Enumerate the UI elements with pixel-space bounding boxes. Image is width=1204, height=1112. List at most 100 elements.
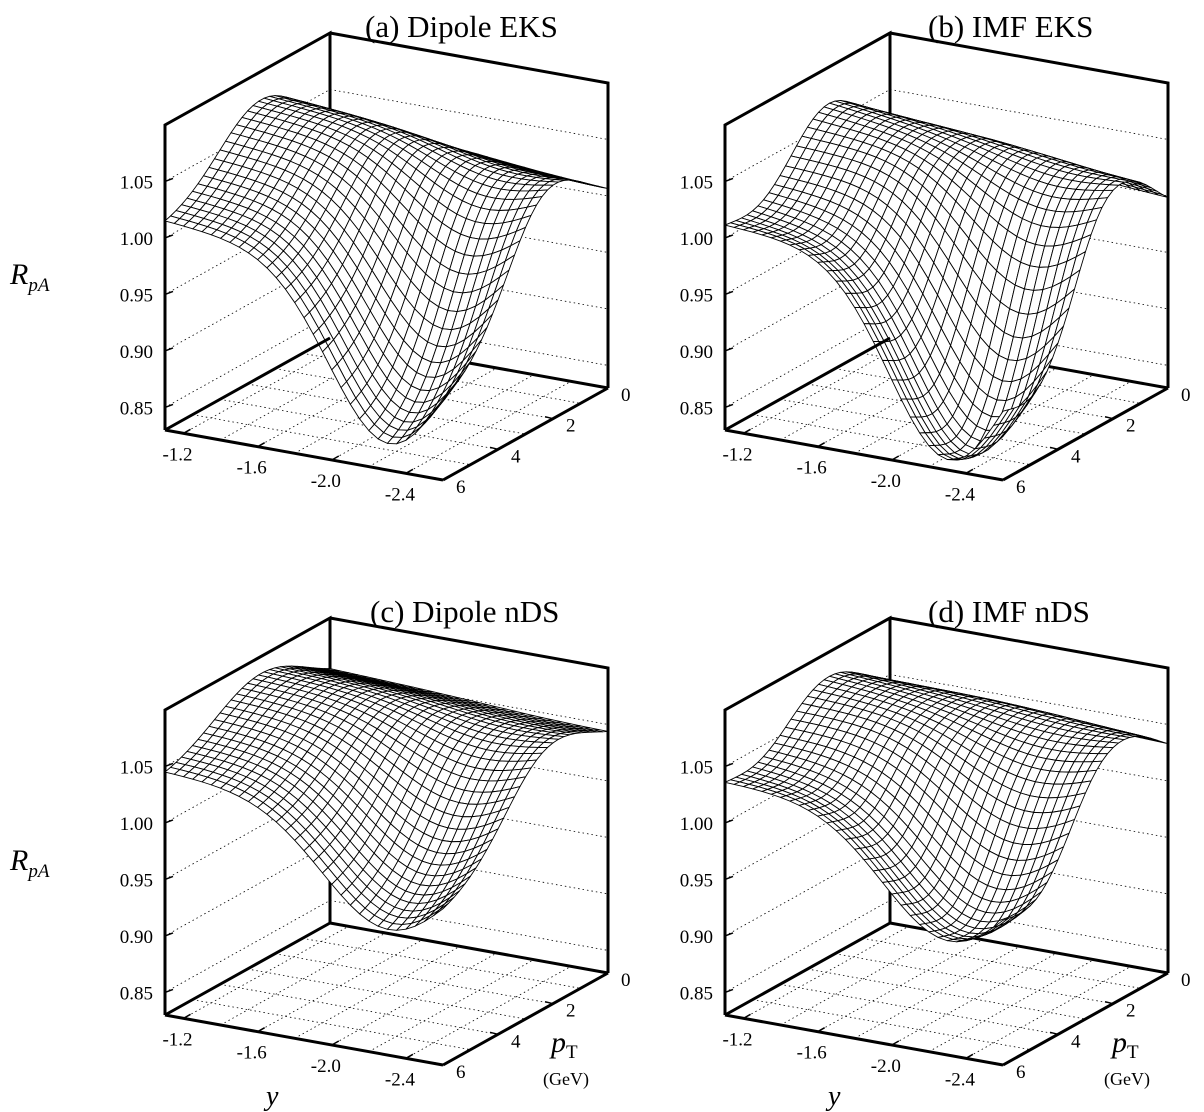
gridline: [862, 352, 1141, 404]
ztick-mark: [724, 290, 734, 296]
ztick-label: 0.85: [680, 398, 713, 419]
gridline: [257, 939, 423, 1033]
xtick-label: -1.2: [722, 1029, 752, 1050]
surface-cell: [993, 917, 1009, 928]
surface-cell: [993, 409, 1009, 426]
ztick-label: 1.05: [680, 757, 713, 778]
ytick-label: 4: [1071, 446, 1081, 467]
xtick-label: -1.6: [797, 458, 827, 479]
xtick-mark: [405, 1053, 414, 1059]
gridline: [405, 965, 572, 1059]
gridline: [247, 383, 526, 435]
frame-back-right: [889, 31, 1170, 388]
ytick-mark: [544, 415, 554, 420]
ytick-label: 4: [511, 446, 521, 467]
xtick-mark: [965, 1053, 974, 1059]
ztick-mark: [724, 234, 734, 239]
xtick-label: -1.6: [237, 1043, 267, 1064]
ztick-mark: [724, 819, 734, 824]
ztick-mark: [724, 932, 734, 937]
yaxis-label-left: pT (GeV): [543, 1026, 589, 1090]
chart-panel: 0.85 0.90 0.95 1.00 1.05 -1.2 -1.6 -2.0 -2.4 0 2 4 6: [680, 30, 1191, 505]
gridline: [331, 952, 497, 1046]
xtick-label: -2.0: [311, 471, 341, 492]
ztick-mark: [724, 988, 734, 994]
ytick-label: 4: [511, 1031, 521, 1052]
gridline: [752, 999, 1031, 1051]
ztick-label: 0.90: [120, 927, 153, 948]
ztick-label: 0.85: [120, 983, 153, 1004]
ytick-label: 6: [456, 477, 466, 498]
xtick-mark: [183, 428, 191, 434]
svg-text:pT: pT: [1110, 1026, 1139, 1063]
ztick-mark: [724, 403, 734, 409]
svg-text:(GeV): (GeV): [543, 1069, 589, 1090]
zaxis-label-sub: pA: [26, 275, 50, 296]
ytick-mark: [434, 477, 444, 481]
ztick-mark: [164, 403, 174, 409]
gridline: [780, 932, 946, 1026]
gridline: [965, 965, 1132, 1059]
ytick-mark: [1159, 385, 1169, 389]
ztick-mark: [164, 819, 174, 824]
frame-back-right: [329, 31, 610, 388]
svg-text:RpA: RpA: [9, 844, 50, 882]
svg-text:pT: pT: [549, 1026, 578, 1063]
gridline: [220, 932, 386, 1026]
ztick-label: 1.00: [680, 229, 713, 250]
frame-floor-back: [329, 921, 609, 975]
xtick-label: -2.4: [385, 1069, 416, 1090]
chart-panel: 0.85 0.90 0.95 1.00 1.05 -1.2 -1.6 -2.0 -2.4 0 2 4 6: [120, 30, 631, 505]
ztick-label: 1.00: [120, 814, 153, 835]
ztick-mark: [164, 177, 174, 183]
ztick-mark: [164, 762, 174, 768]
ytick-mark: [994, 1062, 1004, 1066]
xtick-label: -2.0: [311, 1056, 341, 1077]
panels: 0.85 0.90 0.95 1.00 1.05 -1.2 -1.6 -2.0 -2.4 0 2 4 6…: [120, 9, 1191, 1090]
chart-panel: 0.85 0.90 0.95 1.00 1.05 -1.2 -1.6 -2.0 -2.4 0 2 4 6: [120, 615, 631, 1090]
gridline: [779, 398, 1059, 450]
surface-mesh: [164, 665, 609, 931]
ytick-mark: [1049, 446, 1059, 451]
gridline: [302, 937, 581, 989]
gridline: [779, 983, 1059, 1035]
ytick-mark: [544, 1000, 554, 1005]
zaxis-label-top: RpA: [9, 258, 50, 296]
frame-back-right: [329, 616, 610, 973]
ytick-label: 2: [566, 416, 576, 437]
surface-cell: [433, 392, 449, 413]
frame-floor-front: [164, 428, 444, 482]
xtick-mark: [743, 1013, 751, 1019]
gridline: [247, 968, 526, 1020]
gridline: [192, 999, 471, 1051]
ztick-mark: [724, 177, 734, 183]
ytick-mark: [489, 1031, 499, 1036]
ytick-label: 6: [1016, 1062, 1026, 1083]
gridline: [274, 368, 554, 420]
ztick-label: 0.85: [680, 983, 713, 1004]
panel-title: (d) IMF nDS: [928, 594, 1090, 629]
ztick-label: 0.95: [680, 870, 713, 891]
xtick-label: -2.4: [385, 484, 416, 505]
ztick-mark: [164, 347, 174, 352]
gridline: [752, 414, 1031, 466]
surface-cell: [433, 902, 449, 916]
ytick-label: 2: [1126, 416, 1136, 437]
surface-mesh: [724, 671, 1169, 943]
chart-panel: 0.85 0.90 0.95 1.00 1.05 -1.2 -1.6 -2.0 -2.4 0 2 4 6: [680, 615, 1191, 1090]
ztick-label: 1.00: [680, 814, 713, 835]
frame-floor-left: [164, 921, 331, 1017]
ytick-mark: [994, 477, 1004, 481]
ytick-mark: [1049, 1031, 1059, 1036]
gridline: [862, 937, 1141, 989]
frame-floor-front: [164, 1013, 444, 1067]
zaxis-label-main: R: [9, 258, 28, 291]
xtick-label: -1.6: [237, 458, 267, 479]
xtick-label: -1.2: [162, 1029, 192, 1050]
xtick-mark: [257, 1027, 266, 1033]
frame-floor-right: [442, 971, 609, 1067]
ytick-mark: [1104, 415, 1114, 420]
frame-floor-right: [1002, 386, 1169, 482]
svg-text:RpA: RpA: [9, 258, 50, 296]
frame-floor-right: [442, 386, 609, 482]
